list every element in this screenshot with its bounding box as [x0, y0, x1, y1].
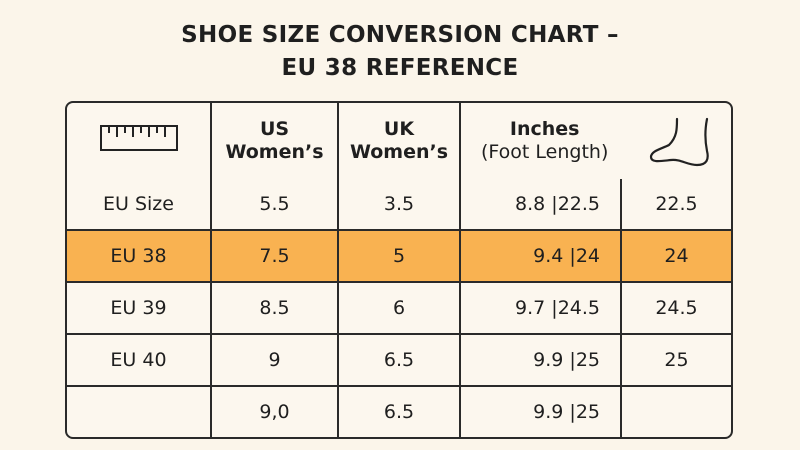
inches-cm-cell: 9.7 |24.5	[461, 283, 622, 335]
table-row: EU 40 9 6.5 9.9 |25 25	[67, 335, 731, 387]
uk-size-cell: 6.5	[339, 335, 461, 387]
title-line-1: SHOE SIZE CONVERSION CHART –	[181, 22, 619, 48]
header-us-line2: Women’s	[225, 141, 324, 163]
conversion-table: US Women’s UK Women’s Inches (Foot Length) …	[65, 101, 733, 439]
inches-cm-cell: 9.9 |25	[461, 387, 622, 437]
eu-size-cell	[67, 387, 212, 437]
header-inches: Inches (Foot Length)	[461, 103, 731, 179]
header-icon-cell	[67, 103, 212, 179]
inches-cm-cell: 9.9 |25	[461, 335, 622, 387]
us-size-cell: 9	[212, 335, 339, 387]
header-us-women: US Women’s	[212, 103, 339, 179]
cm-cell: 22.5	[622, 179, 731, 231]
uk-size-cell: 6	[339, 283, 461, 335]
inches-cm-cell: 9.4 |24	[461, 231, 622, 283]
header-uk-women: UK Women’s	[339, 103, 461, 179]
cm-cell: 24	[622, 231, 731, 283]
ruler-icon	[99, 125, 178, 151]
table-row: EU 39 8.5 6 9.7 |24.5 24.5	[67, 283, 731, 335]
eu-size-cell: EU Size	[67, 179, 212, 231]
cm-cell	[622, 387, 731, 437]
header-uk-line2: Women’s	[349, 141, 449, 163]
header-uk-line1: UK	[383, 118, 415, 140]
uk-size-cell: 5	[339, 231, 461, 283]
us-size-cell: 7.5	[212, 231, 339, 283]
title-line-2: EU 38 REFERENCE	[281, 55, 519, 81]
header-inches-line1: Inches	[509, 118, 580, 140]
header-row: US Women’s UK Women’s Inches (Foot Length)	[67, 103, 731, 179]
table-row: EU Size 5.5 3.5 8.8 |22.5 22.5	[67, 179, 731, 231]
table-row: 9,0 6.5 9.9 |25	[67, 387, 731, 437]
us-size-cell: 5.5	[212, 179, 339, 231]
header-us-line1: US	[259, 118, 290, 140]
foot-icon	[649, 117, 709, 167]
us-size-cell: 9,0	[212, 387, 339, 437]
eu-size-cell: EU 38	[67, 231, 212, 283]
header-inches-line2: (Foot Length)	[481, 141, 609, 163]
table-row-highlighted: EU 38 7.5 5 9.4 |24 24	[67, 231, 731, 283]
cm-cell: 25	[622, 335, 731, 387]
eu-size-cell: EU 39	[67, 283, 212, 335]
inches-cm-cell: 8.8 |22.5	[461, 179, 622, 231]
us-size-cell: 8.5	[212, 283, 339, 335]
uk-size-cell: 3.5	[339, 179, 461, 231]
cm-cell: 24.5	[622, 283, 731, 335]
uk-size-cell: 6.5	[339, 387, 461, 437]
eu-size-cell: EU 40	[67, 335, 212, 387]
